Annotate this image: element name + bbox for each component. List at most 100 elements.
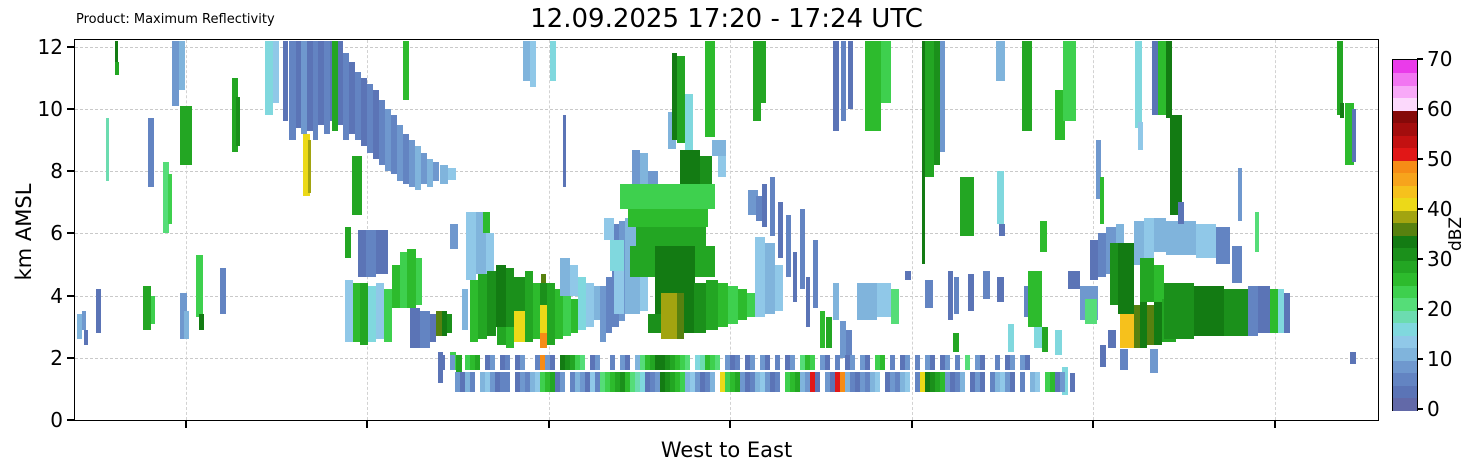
reflectivity-bar	[841, 40, 846, 122]
colorbar-segment	[1393, 122, 1417, 136]
reflectivity-speckle	[700, 354, 705, 371]
horizontal-gridline	[75, 233, 1378, 235]
y-tick-label: 10	[37, 97, 63, 121]
colorbar-segment	[1393, 210, 1417, 223]
reflectivity-bar	[1008, 323, 1014, 352]
reflectivity-speckle	[560, 354, 565, 371]
reflectivity-bar	[770, 177, 775, 237]
reflectivity-bar	[338, 40, 343, 125]
reflectivity-bar	[483, 211, 490, 234]
reflectivity-bar	[600, 286, 606, 343]
reflectivity-speckle	[580, 354, 585, 371]
reflectivity-bar	[1100, 345, 1106, 368]
reflectivity-bar	[997, 277, 1004, 302]
reflectivity-speckle	[975, 371, 980, 392]
reflectivity-speckle	[515, 371, 520, 392]
reflectivity-bar	[1152, 40, 1158, 116]
reflectivity-speckle	[890, 371, 895, 392]
reflectivity-speckle	[825, 354, 830, 371]
y-tick-label: 4	[50, 283, 63, 308]
reflectivity-speckle	[955, 354, 960, 371]
reflectivity-bar	[1270, 289, 1278, 333]
reflectivity-bar	[1085, 298, 1097, 324]
colorbar-segment	[1393, 322, 1417, 336]
horizontal-gridline	[75, 109, 1378, 110]
reflectivity-speckle	[1050, 371, 1055, 392]
colorbar-tick	[1417, 58, 1423, 60]
reflectivity-bar	[384, 289, 392, 343]
y-tick-label: 12	[37, 34, 63, 59]
y-tick-label: 0	[50, 408, 63, 432]
reflectivity-bar	[586, 283, 594, 327]
reflectivity-bar	[563, 295, 571, 336]
reflectivity-speckle	[610, 371, 615, 392]
reflectivity-speckle	[685, 354, 690, 371]
reflectivity-bar	[433, 161, 439, 181]
reflectivity-speckle	[915, 354, 920, 371]
reflectivity-bar	[486, 233, 494, 280]
reflectivity-speckle	[790, 354, 795, 371]
reflectivity-speckle	[750, 371, 755, 392]
reflectivity-bar	[614, 270, 624, 315]
reflectivity-bar	[1134, 221, 1144, 265]
reflectivity-bar	[953, 332, 959, 352]
reflectivity-bar	[420, 311, 430, 349]
reflectivity-bar	[506, 267, 514, 327]
reflectivity-speckle	[995, 371, 1000, 392]
reflectivity-speckle	[735, 371, 740, 392]
reflectivity-speckle	[490, 354, 495, 371]
reflectivity-bar	[421, 152, 427, 184]
reflectivity-bar	[376, 230, 388, 274]
reflectivity-bar	[1216, 227, 1230, 265]
reflectivity-bar	[1116, 224, 1124, 243]
reflectivity-bar	[466, 211, 476, 281]
colorbar-segment	[1393, 160, 1417, 173]
reflectivity-speckle	[520, 371, 525, 392]
reflectivity-speckle	[1045, 371, 1050, 392]
reflectivity-speckle	[940, 354, 945, 371]
colorbar-segment	[1393, 110, 1417, 123]
reflectivity-bar	[410, 308, 420, 349]
reflectivity-speckle	[755, 371, 760, 392]
reflectivity-bar	[1154, 217, 1166, 253]
reflectivity-bar	[106, 118, 109, 181]
reflectivity-bar	[407, 249, 416, 309]
y-axis-tick	[67, 232, 74, 235]
reflectivity-speckle	[895, 371, 900, 392]
reflectivity-speckle	[625, 354, 630, 371]
colorbar-segment	[1393, 135, 1417, 148]
reflectivity-bar	[540, 304, 547, 333]
reflectivity-bar	[1096, 140, 1101, 200]
reflectivity-speckle	[775, 371, 780, 392]
horizontal-gridline	[75, 171, 1378, 173]
x-axis-label: West to East	[660, 438, 793, 462]
reflectivity-speckle	[885, 371, 890, 392]
reflectivity-speckle	[860, 354, 865, 371]
reflectivity-speckle	[830, 371, 835, 392]
reflectivity-bar	[358, 230, 366, 277]
reflectivity-bar	[540, 332, 547, 349]
reflectivity-bar	[672, 53, 677, 141]
reflectivity-speckle	[945, 371, 950, 392]
reflectivity-speckle	[640, 371, 645, 392]
reflectivity-bar	[1024, 286, 1030, 318]
reflectivity-bar	[115, 40, 118, 66]
reflectivity-speckle	[595, 371, 600, 392]
reflectivity-bar	[738, 289, 747, 321]
reflectivity-speckle	[905, 371, 910, 392]
x-axis-tick	[185, 421, 187, 428]
reflectivity-speckle	[450, 354, 455, 371]
reflectivity-speckle	[890, 354, 895, 371]
reflectivity-speckle	[585, 371, 590, 392]
reflectivity-bar	[151, 295, 155, 324]
reflectivity-bar	[833, 283, 839, 321]
reflectivity-bar	[236, 96, 240, 147]
reflectivity-bar	[308, 140, 311, 193]
reflectivity-bar	[934, 40, 940, 165]
reflectivity-speckle	[965, 354, 970, 371]
reflectivity-bar	[415, 146, 421, 190]
reflectivity-speckle	[570, 371, 575, 392]
reflectivity-bar	[1232, 245, 1242, 284]
y-axis-tick	[67, 419, 74, 421]
